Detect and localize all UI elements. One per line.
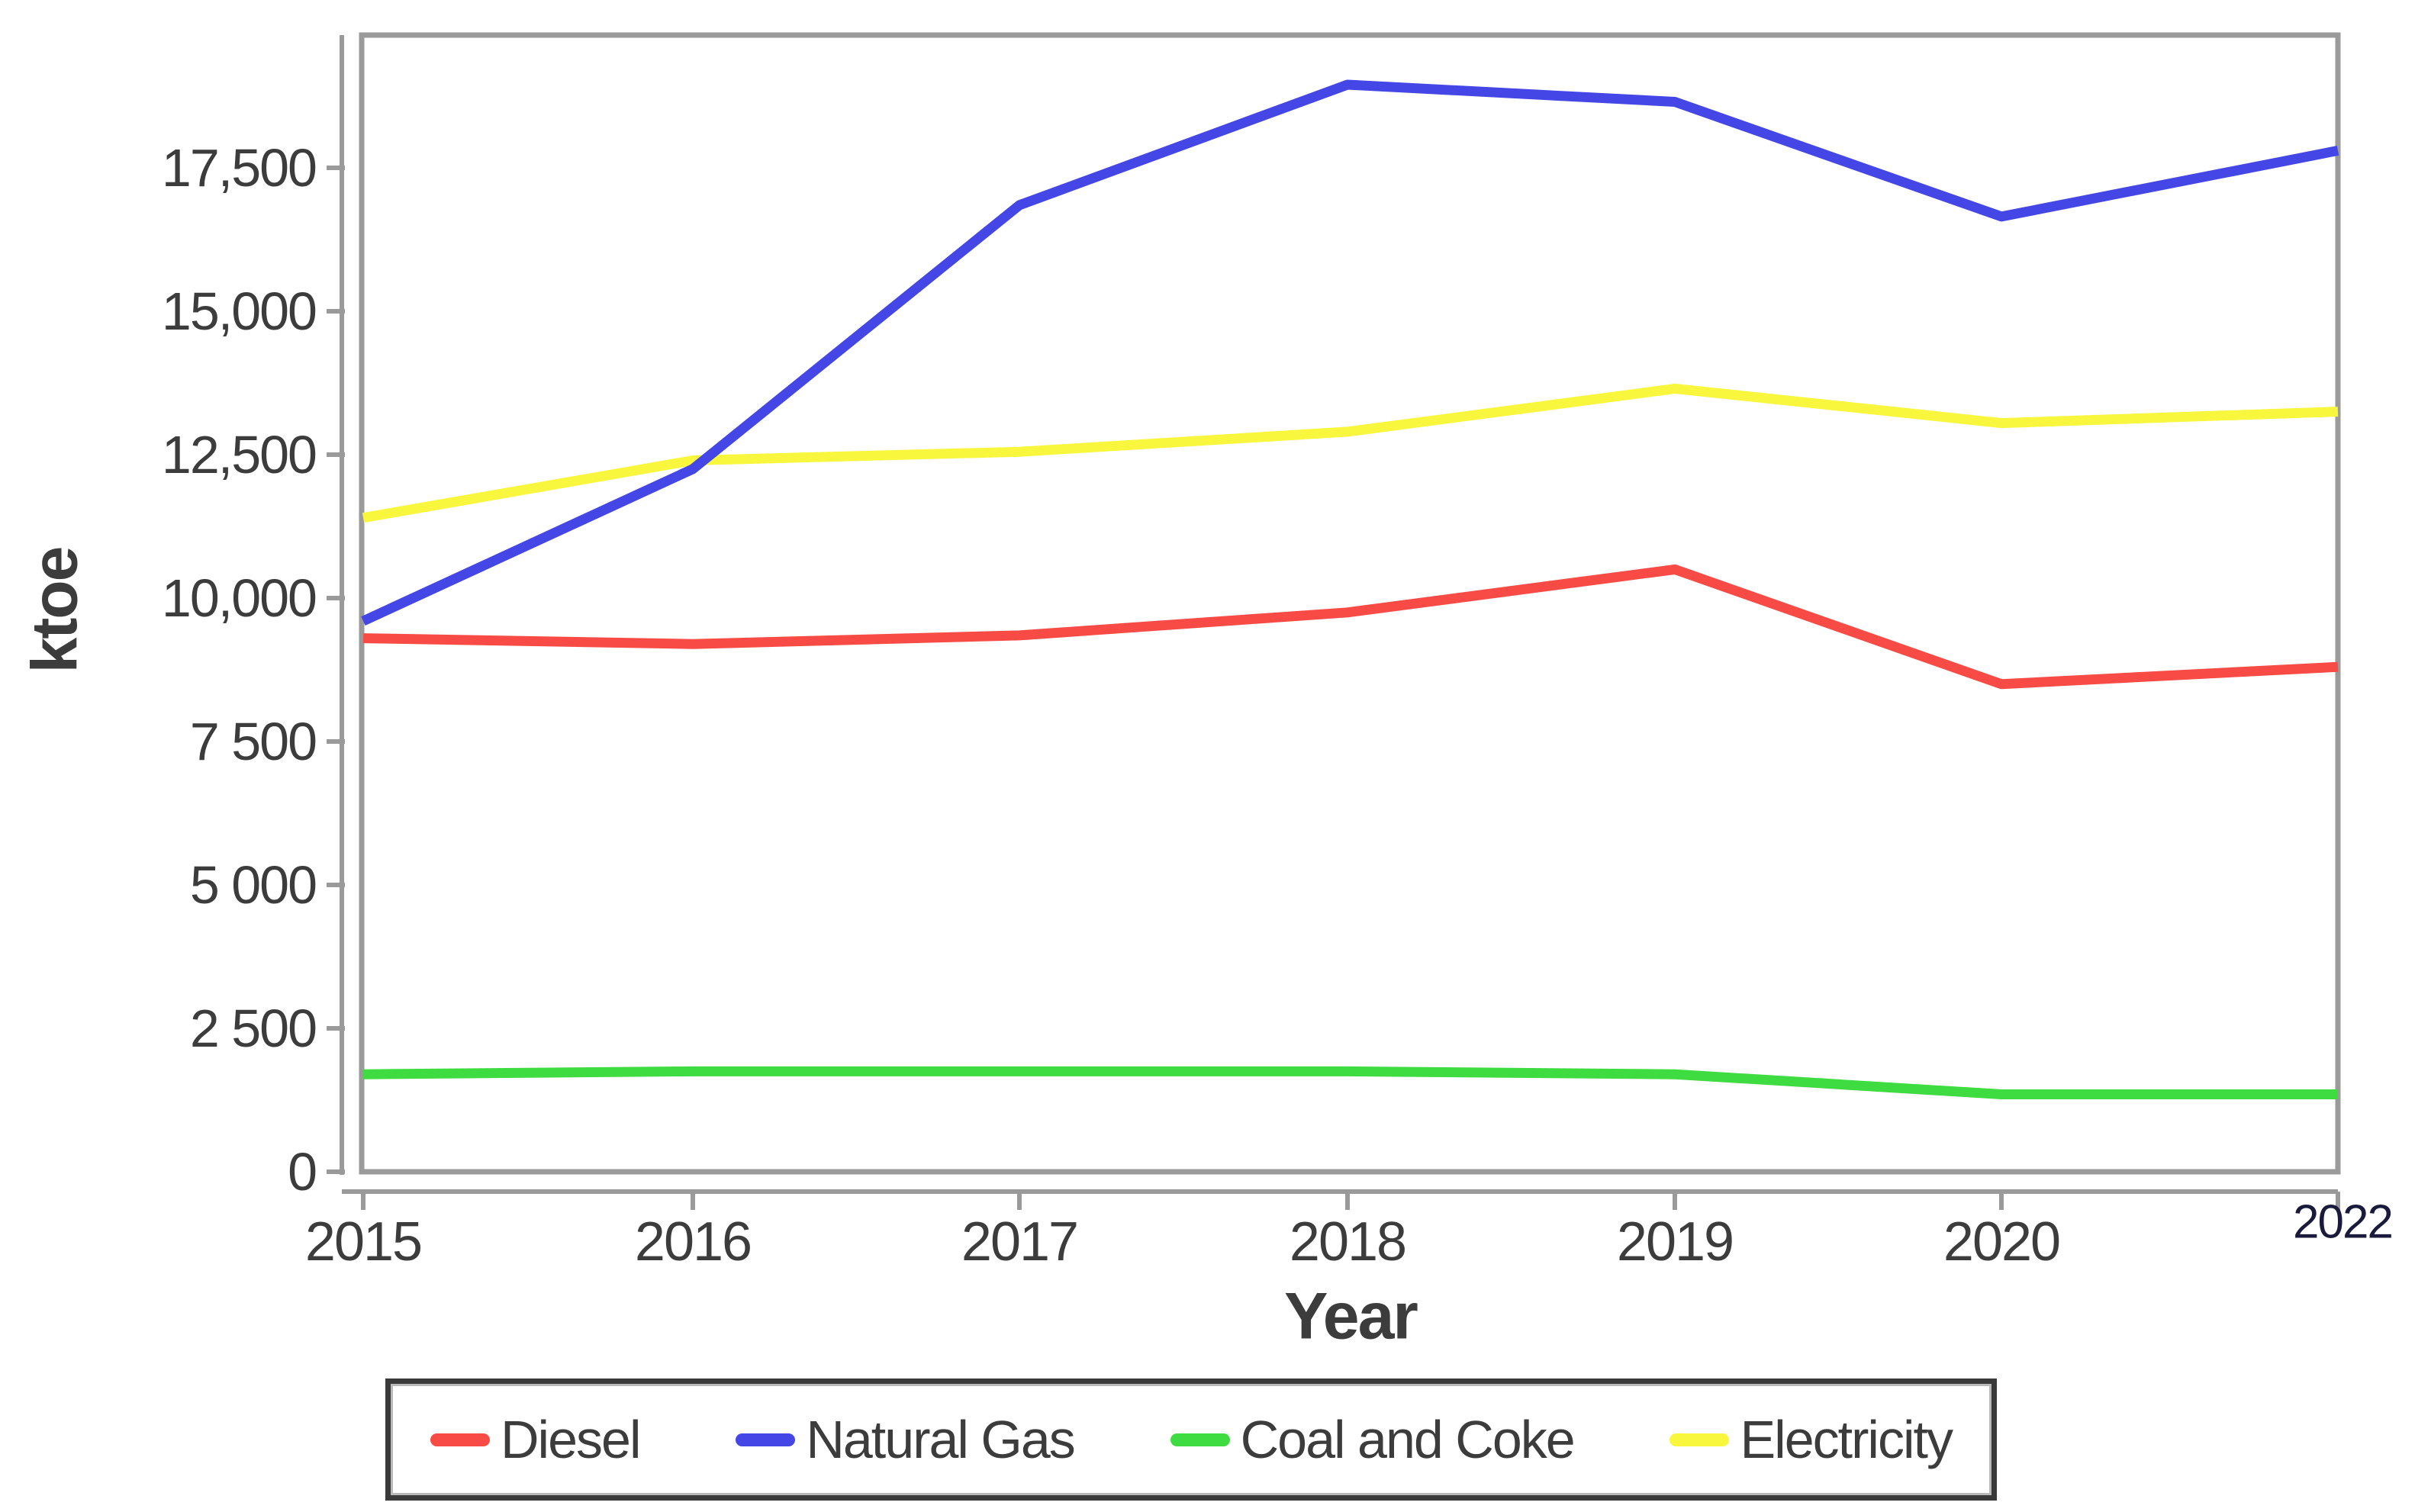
y-tick-label: 7 500 [190,712,316,771]
natural-gas-line-swatch-icon [736,1433,796,1446]
coal-and-coke-line-swatch-icon [1170,1433,1230,1446]
legend-label-coal-and-coke: Coal and Coke [1240,1410,1576,1469]
y-tick-label: 10,000 [162,568,316,628]
legend-item-natural-gas: Natural Gas [736,1409,1076,1470]
x-tick-label: 2019 [1617,1211,1733,1272]
x-tick-label: 2022 [2293,1196,2392,1249]
x-tick-label: 2018 [1290,1211,1405,1272]
legend-label-diesel: Diesel [501,1410,642,1469]
diesel-line-swatch-icon [430,1433,490,1446]
series-line-coal-and-coke [362,1066,2338,1099]
y-tick-label: 15,000 [162,281,316,341]
y-axis-title: ktoe [18,547,91,674]
series-line-diesel [362,564,2339,690]
x-axis-title: Year [1284,1279,1418,1353]
x-tick-label: 2016 [635,1211,751,1272]
plot-border [359,32,2341,1175]
x-tick-label: 2017 [961,1211,1077,1272]
legend: Diesel Natural Gas Coal and Coke Electri… [385,1378,1997,1501]
y-tick-label: 5 000 [190,855,316,915]
x-tick-label: 2020 [1943,1211,2059,1272]
y-tick-label: 0 [288,1142,316,1202]
legend-item-electricity: Electricity [1670,1409,1953,1470]
y-tick-label: 12,500 [162,425,316,484]
y-tick-label: 2 500 [190,999,316,1058]
electricity-line-swatch-icon [1670,1433,1730,1446]
legend-item-coal-and-coke: Coal and Coke [1170,1409,1576,1470]
y-tick-label: 17,500 [162,138,316,198]
series-line-natural-gas [361,79,2339,626]
x-tick-label: 2015 [305,1211,421,1272]
legend-label-electricity: Electricity [1740,1410,1953,1469]
series-line-electricity [362,384,2339,523]
legend-item-diesel: Diesel [430,1409,642,1470]
legend-label-natural-gas: Natural Gas [806,1410,1075,1469]
